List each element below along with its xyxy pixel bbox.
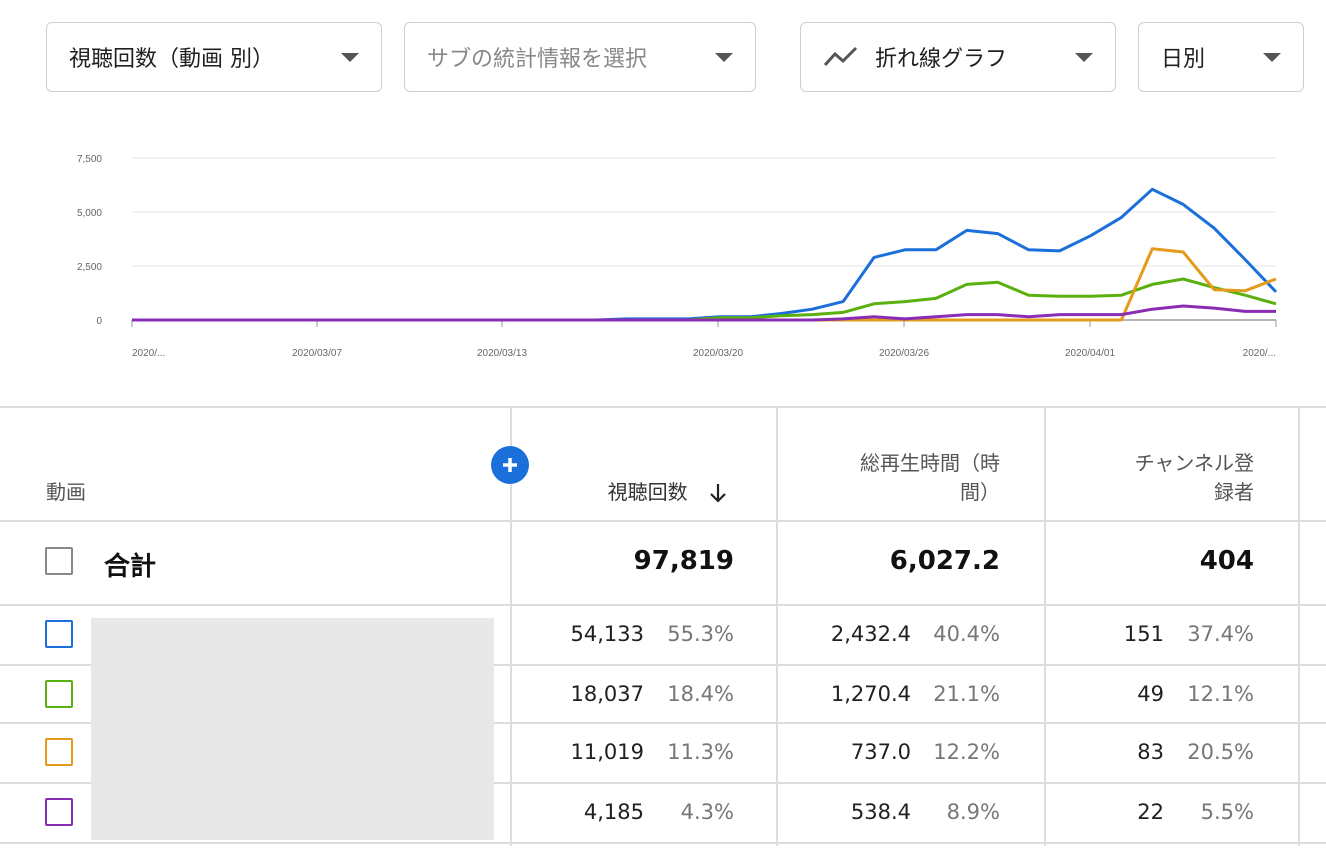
series-line-3[interactable] [132,247,1277,322]
interval-label: 日別 [1161,47,1206,72]
chevron-down-icon [715,52,733,62]
row-watch-time-pct: 12.2% [933,740,1000,764]
row-watch-time: 737.0 [850,740,911,764]
x-tick-label: 2020/... [1243,348,1276,359]
row-views-pct: 18.4% [667,682,734,706]
x-tick-label: 2020/04/01 [1065,348,1115,359]
column-header-views[interactable]: 視聴回数 [520,478,730,507]
row-watch-time-pct: 8.9% [946,800,1000,824]
watch-time-header-line1: 総再生時間（時 [860,451,1000,475]
total-watch-time: 6,027.2 [889,546,1000,576]
plus-icon [503,458,517,472]
video-title-redacted [91,618,494,840]
row-subscribers-pct: 12.1% [1187,682,1254,706]
total-divider [0,604,1326,606]
interval-dropdown[interactable]: 日別 [1138,22,1304,92]
y-tick-label: 5,000 [77,208,102,219]
column-divider [776,406,778,846]
views-line-chart: 7,500 5,000 2,500 0 2020/... 2020/03/07 2020/… [77,154,1278,359]
sort-down-arrow-icon [710,484,726,503]
chevron-down-icon [341,52,359,62]
chevron-down-icon [1075,52,1093,62]
column-divider [1298,406,1300,846]
metric-dropdown[interactable]: 視聴回数（動画 別） [46,22,382,92]
chart-type-dropdown[interactable]: 折れ線グラフ [800,22,1116,92]
row-views-pct: 11.3% [667,740,734,764]
row-watch-time-pct: 21.1% [933,682,1000,706]
column-header-video[interactable]: 動画 [46,480,86,504]
y-tick-label: 0 [96,316,102,327]
row-subscribers-pct: 5.5% [1200,800,1254,824]
series-line-4[interactable] [132,304,1276,322]
row-checkbox[interactable] [45,680,73,708]
row-subscribers: 151 [1123,622,1164,646]
x-tick-label: 2020/03/20 [693,348,743,359]
header-divider [0,520,1326,522]
sub-metric-dropdown[interactable]: サブの統計情報を選択 [404,22,756,92]
y-tick-label: 7,500 [77,154,102,165]
row-subscribers: 22 [1137,800,1164,824]
metric-dropdown-label: 視聴回数（動画 別） [69,47,274,72]
row-views: 54,133 [570,622,644,646]
row-checkbox[interactable] [45,738,73,766]
row-checkbox[interactable] [45,798,73,826]
row-checkbox[interactable] [45,620,73,648]
column-divider [1044,406,1046,846]
row-watch-time-pct: 40.4% [933,622,1000,646]
subscribers-header-line1: チャンネル登 [1134,451,1254,475]
row-divider [0,722,1326,724]
x-tick-label: 2020/03/26 [879,348,929,359]
views-header-label: 視聴回数 [607,480,688,504]
total-subscribers: 404 [1199,546,1254,576]
row-views: 4,185 [583,800,644,824]
row-watch-time: 1,270.4 [830,682,911,706]
chevron-down-icon [1263,52,1281,62]
series-line-1[interactable] [132,187,1278,322]
line-chart-icon [823,45,859,69]
x-tick-label: 2020/03/13 [477,348,527,359]
table-bottom-border [0,842,1326,844]
subscribers-header-line2: 録者 [1214,480,1254,504]
row-watch-time: 2,432.4 [830,622,911,646]
total-checkbox[interactable] [45,547,73,575]
row-divider [0,782,1326,784]
row-views: 11,019 [570,740,644,764]
total-views: 97,819 [633,546,734,576]
sub-metric-placeholder: サブの統計情報を選択 [427,47,648,72]
row-subscribers: 49 [1137,682,1164,706]
row-subscribers: 83 [1137,740,1164,764]
watch-time-header-line2: 間） [960,480,1000,504]
y-tick-label: 2,500 [77,262,102,273]
column-header-watch-time[interactable]: 総再生時間（時 間） [786,449,1000,507]
total-label: 合計 [104,552,157,582]
column-header-subscribers[interactable]: チャンネル登 録者 [1054,449,1254,507]
row-watch-time: 538.4 [850,800,911,824]
row-subscribers-pct: 37.4% [1187,622,1254,646]
x-tick-label: 2020/03/07 [292,348,342,359]
row-subscribers-pct: 20.5% [1187,740,1254,764]
row-divider [0,664,1326,666]
x-tick-label: 2020/... [132,348,165,359]
table-top-border [0,406,1326,408]
row-views: 18,037 [570,682,644,706]
column-divider [510,406,512,846]
row-views-pct: 55.3% [667,622,734,646]
row-views-pct: 4.3% [680,800,734,824]
chart-type-label: 折れ線グラフ [875,47,1008,72]
add-column-button[interactable] [491,446,529,484]
